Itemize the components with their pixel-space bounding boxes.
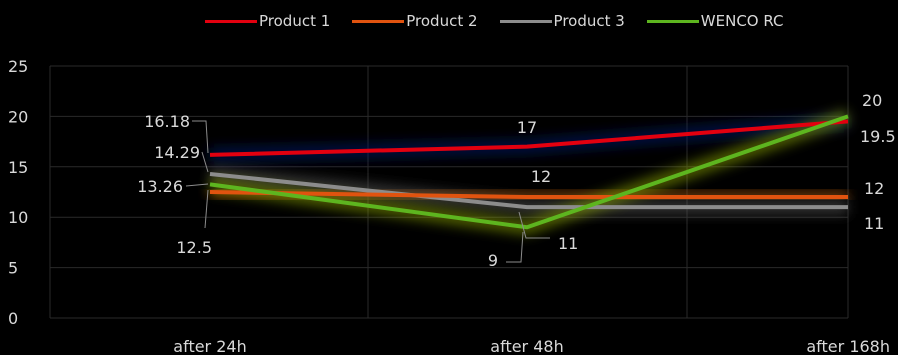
- data-labels: 16.18 12.5 14.29 13.26 17 12 11 9 19.5 12 11 20: [137, 91, 895, 270]
- legend-label-product-3: Product 3: [553, 12, 625, 30]
- legend-swatch-wenco-rc: [646, 19, 699, 23]
- data-label: 13.26: [137, 177, 183, 196]
- y-tick-label: 5: [8, 259, 18, 278]
- series-line-wenco-rc: [209, 114, 849, 230]
- legend-item-wenco-rc: WENCO RC: [646, 12, 784, 30]
- data-label: 16.18: [144, 112, 190, 131]
- data-label: 20: [862, 91, 882, 110]
- data-label: 11: [558, 234, 578, 253]
- data-label: 9: [488, 251, 498, 270]
- legend-item-product-2: Product 2: [352, 12, 478, 30]
- legend-swatch-product-1: [205, 19, 257, 23]
- y-tick-label: 15: [8, 158, 28, 177]
- legend-swatch-product-2: [352, 19, 405, 23]
- y-tick-label: 0: [8, 309, 18, 328]
- x-axis-ticks: after 24h after 48h after 168h: [173, 337, 890, 355]
- series-line-product-3: [209, 171, 848, 210]
- legend-item-product-3: Product 3: [499, 12, 625, 30]
- legend-item-product-1: Product 1: [205, 12, 330, 30]
- legend: Product 1 Product 2 Product 3 WENCO RC: [205, 12, 784, 30]
- data-label: 12: [531, 167, 551, 186]
- y-tick-label: 10: [8, 208, 28, 227]
- x-tick-label: after 48h: [490, 337, 563, 355]
- legend-label-wenco-rc: WENCO RC: [700, 12, 784, 30]
- legend-label-product-1: Product 1: [259, 12, 331, 30]
- y-tick-label: 25: [8, 57, 28, 76]
- data-label: 19.5: [860, 127, 896, 146]
- label-leader: [185, 183, 209, 187]
- label-leader: [204, 189, 209, 229]
- series-line-product-1: [209, 119, 849, 157]
- series-lines: [209, 114, 849, 230]
- data-label: 12: [864, 179, 884, 198]
- y-tick-label: 20: [8, 107, 28, 126]
- x-tick-label: after 24h: [173, 337, 246, 355]
- data-label: 12.5: [176, 238, 212, 257]
- legend-swatch-product-3: [499, 19, 552, 23]
- label-leader: [201, 151, 209, 173]
- series-line-product-2: [209, 190, 848, 200]
- label-leader: [518, 211, 550, 239]
- data-label: 17: [517, 118, 537, 137]
- x-tick-label: after 168h: [806, 337, 890, 355]
- label-leader: [192, 120, 209, 154]
- data-label: 14.29: [154, 143, 200, 162]
- label-leader: [506, 231, 524, 263]
- legend-label-product-2: Product 2: [406, 12, 478, 30]
- y-axis-ticks: 0 5 10 15 20 25: [8, 57, 28, 328]
- data-label: 11: [864, 214, 884, 233]
